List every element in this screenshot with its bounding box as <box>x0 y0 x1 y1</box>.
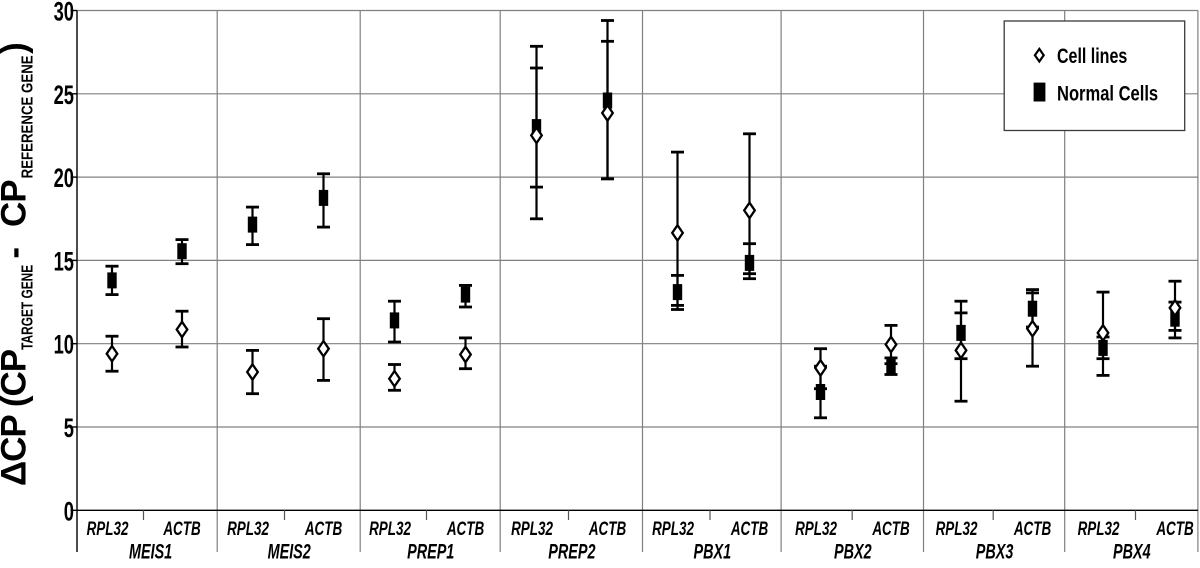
svg-text:RPL32: RPL32 <box>87 518 129 540</box>
svg-text:PBX4: PBX4 <box>1113 539 1151 563</box>
svg-text:RPL32: RPL32 <box>652 518 694 540</box>
svg-text:RPL32: RPL32 <box>1078 518 1120 540</box>
svg-text:30: 30 <box>54 0 74 26</box>
svg-text:ACTB: ACTB <box>1013 518 1051 540</box>
svg-text:25: 25 <box>54 79 75 109</box>
svg-text:PREP1: PREP1 <box>407 539 454 563</box>
svg-text:RPL32: RPL32 <box>369 518 411 540</box>
svg-text:RPL32: RPL32 <box>511 518 553 540</box>
svg-text:RPL32: RPL32 <box>795 518 837 540</box>
svg-text:5: 5 <box>64 412 74 442</box>
svg-text:0: 0 <box>64 496 74 526</box>
svg-text:ACTB: ACTB <box>163 518 201 540</box>
svg-text:20: 20 <box>54 163 74 193</box>
svg-text:ACTB: ACTB <box>730 518 768 540</box>
svg-text:ACTB: ACTB <box>446 518 484 540</box>
svg-text:RPL32: RPL32 <box>227 518 269 540</box>
svg-text:MEIS1: MEIS1 <box>129 539 172 563</box>
svg-text:15: 15 <box>54 246 75 276</box>
svg-text:PBX3: PBX3 <box>976 539 1014 563</box>
svg-text:ΔCP (CPTARGET GENE-CPREFERENCE: ΔCP (CPTARGET GENE-CPREFERENCE GENE) <box>0 43 37 486</box>
svg-text:Normal Cells: Normal Cells <box>1057 83 1158 107</box>
svg-text:ACTB: ACTB <box>872 518 910 540</box>
svg-text:PBX2: PBX2 <box>834 539 872 563</box>
svg-text:PREP2: PREP2 <box>548 539 595 563</box>
svg-text:ACTB: ACTB <box>1156 518 1194 540</box>
svg-text:ACTB: ACTB <box>588 518 626 540</box>
svg-text:PBX1: PBX1 <box>694 539 732 563</box>
svg-text:10: 10 <box>54 329 74 359</box>
svg-text:MEIS2: MEIS2 <box>268 539 311 563</box>
svg-text:RPL32: RPL32 <box>936 518 978 540</box>
svg-text:ACTB: ACTB <box>304 518 342 540</box>
svg-text:Cell lines: Cell lines <box>1057 45 1127 69</box>
